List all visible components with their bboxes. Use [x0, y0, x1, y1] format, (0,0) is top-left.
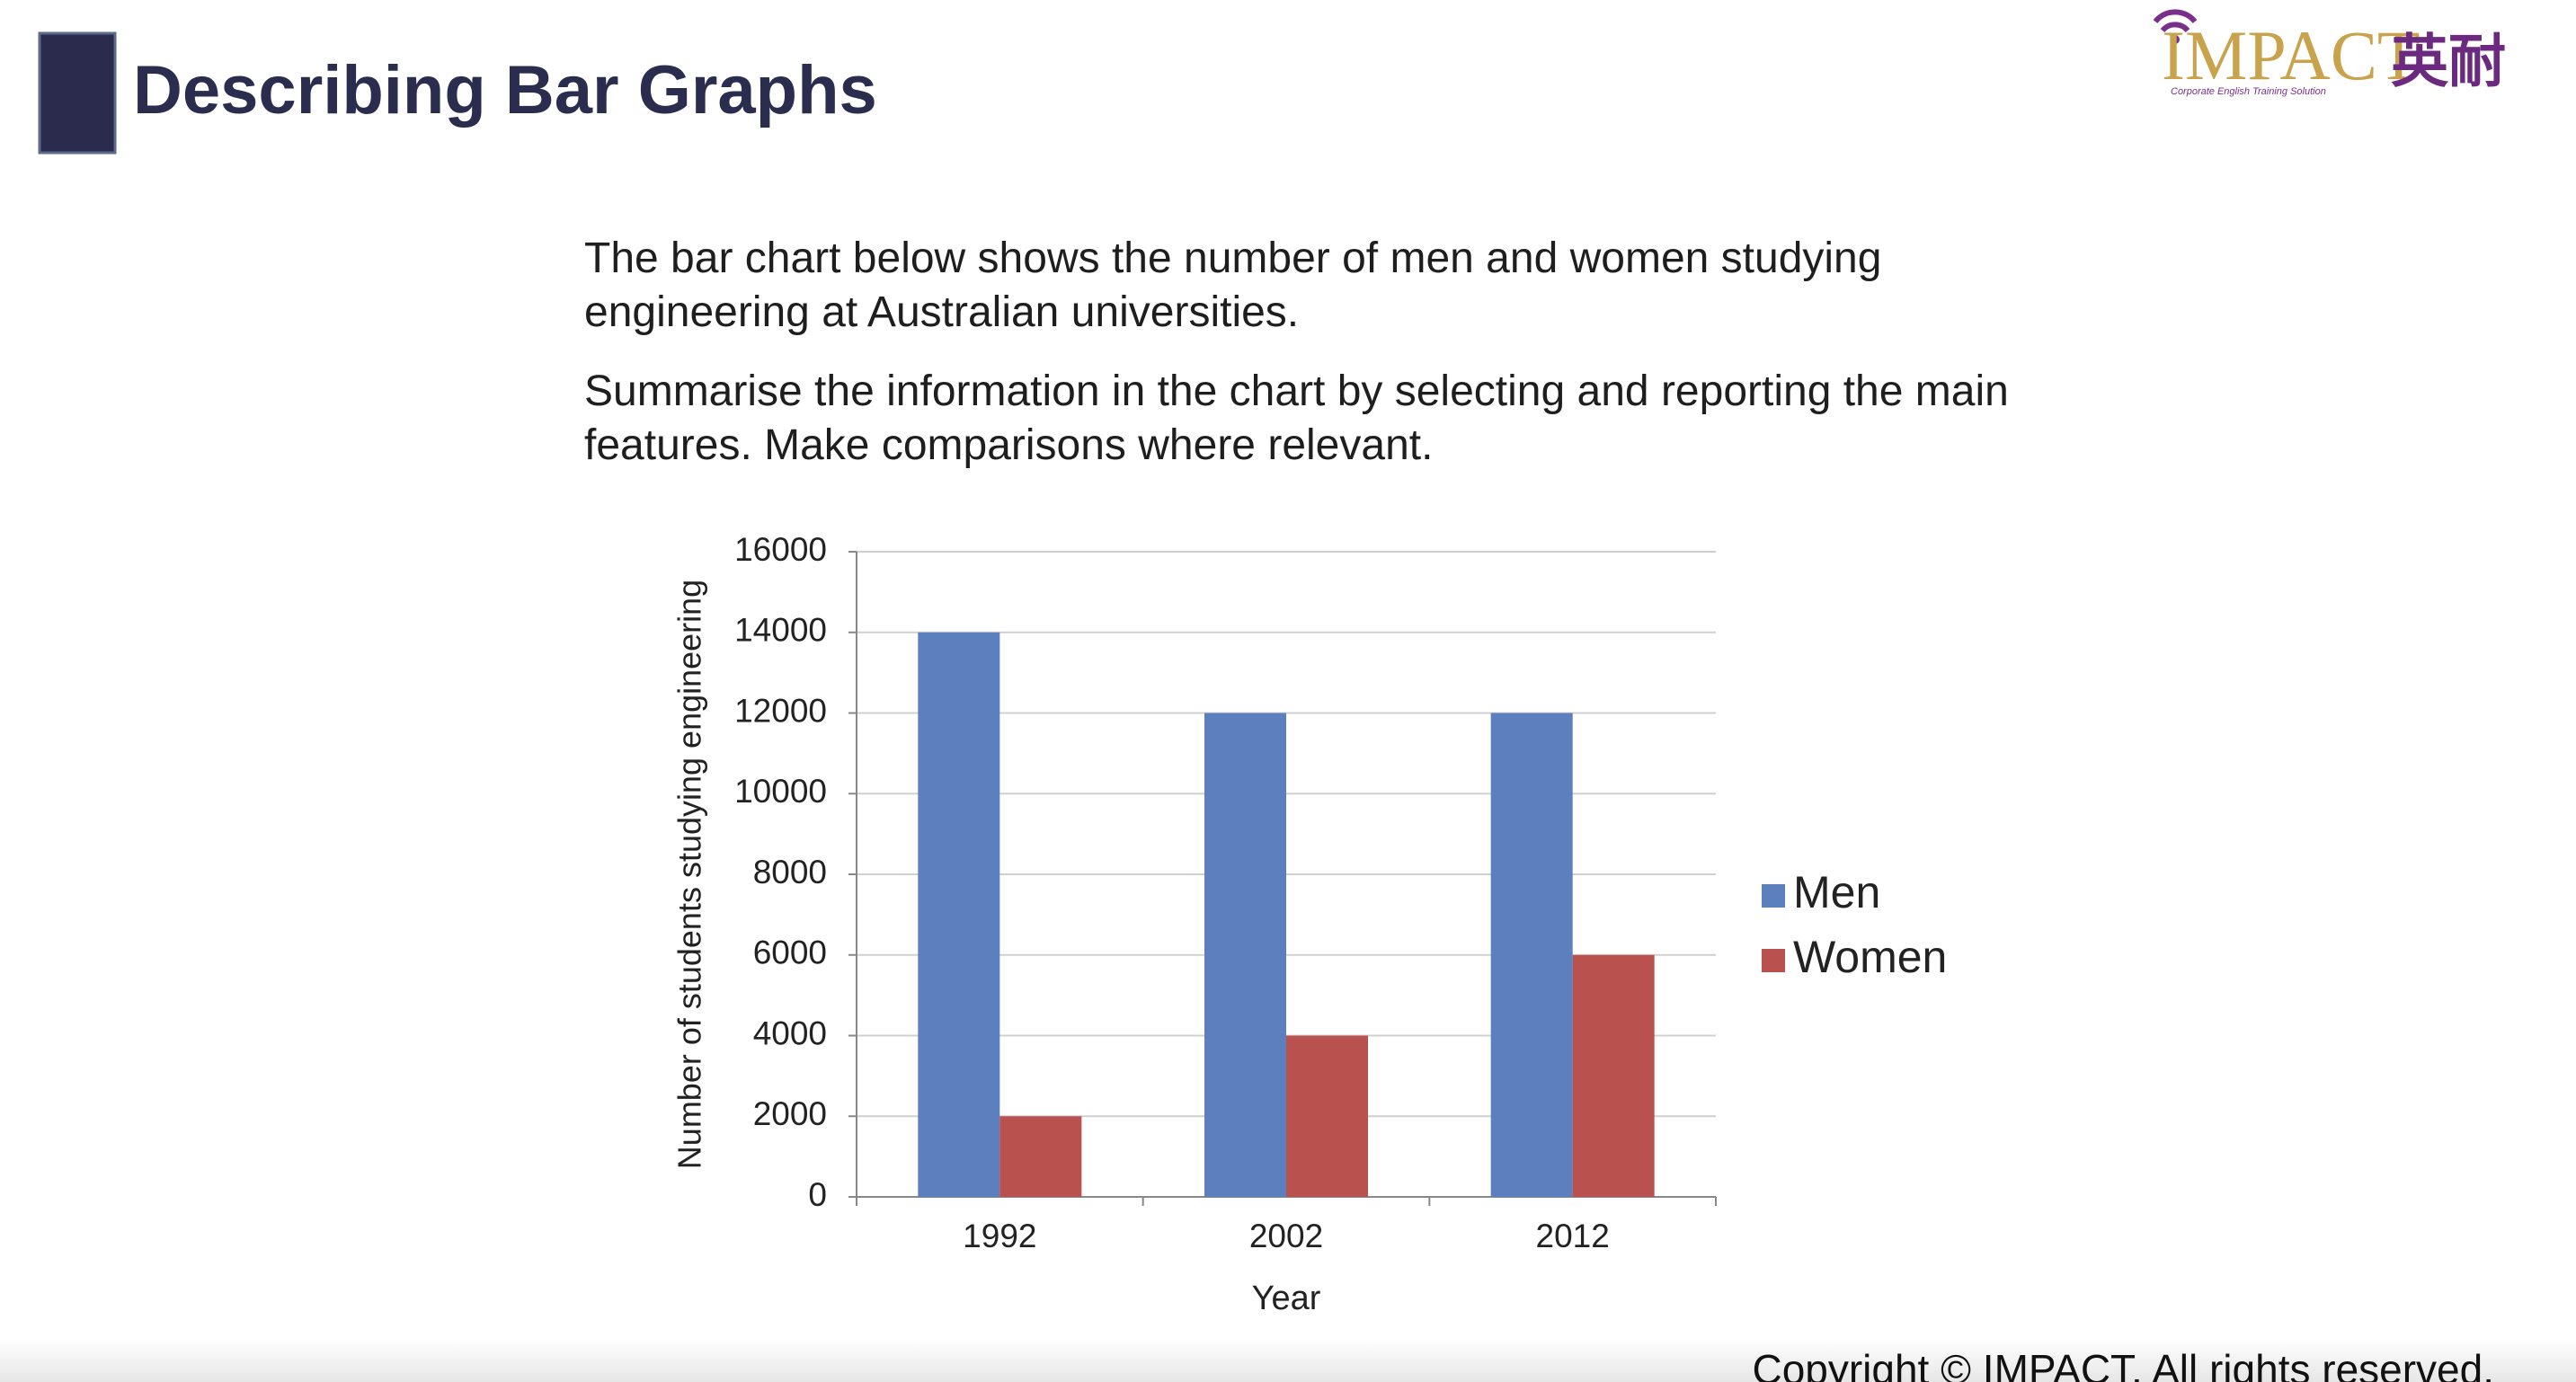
y-tick-label: 16000	[734, 531, 827, 568]
legend-label: Women	[1793, 932, 1947, 982]
legend-label: Men	[1793, 867, 1880, 917]
logo-text: IMPACT	[2162, 16, 2421, 94]
legend-swatch	[1762, 949, 1785, 972]
bar	[1490, 713, 1573, 1197]
prompt-paragraph: The bar chart below shows the number of …	[584, 235, 1882, 336]
x-tick-label: 1992	[963, 1218, 1036, 1254]
y-tick-label: 14000	[734, 612, 827, 649]
logo: IMPACT 英耐 Corporate English Training Sol…	[2153, 9, 2506, 97]
prompt: The bar chart below shows the number of …	[584, 232, 2022, 498]
footer: Copyright © IMPACT. All rights reserved.	[1752, 1346, 2494, 1382]
y-tick-label: 10000	[734, 773, 827, 810]
x-axis-label: Year	[1252, 1280, 1321, 1317]
y-tick-label: 6000	[753, 935, 827, 971]
y-tick-label: 2000	[753, 1095, 827, 1132]
y-tick-label: 8000	[753, 854, 827, 890]
bar	[918, 632, 1000, 1197]
legend-swatch	[1762, 884, 1785, 908]
logo-dot	[2171, 35, 2180, 44]
chart: 0 2000 4000 6000 8000 10000 12000 14000 16000 199…	[671, 531, 1948, 1317]
y-tick-label: 12000	[734, 692, 827, 729]
x-tick-label: 2012	[1536, 1218, 1610, 1254]
logo-cn: 英耐	[2391, 29, 2506, 96]
y-axis-label: Number of students studying engineering	[671, 580, 708, 1169]
prompt-paragraph: Summarise the information in the chart b…	[584, 368, 2009, 469]
logo-tagline: Corporate English Training Solution	[2171, 86, 2326, 97]
y-tick-label: 4000	[753, 1014, 827, 1051]
bottom-shade	[0, 1339, 2576, 1382]
bar	[1204, 713, 1286, 1197]
title-bar	[38, 31, 117, 155]
x-tick-label: 2002	[1249, 1218, 1323, 1254]
logo-wave	[2153, 9, 2198, 23]
bar	[999, 1116, 1082, 1197]
slide-title: Describing Bar Graphs	[133, 52, 877, 128]
logo-wave	[2160, 22, 2190, 33]
bar	[1572, 954, 1655, 1197]
bar	[1286, 1035, 1368, 1197]
y-tick-label: 0	[808, 1176, 827, 1213]
